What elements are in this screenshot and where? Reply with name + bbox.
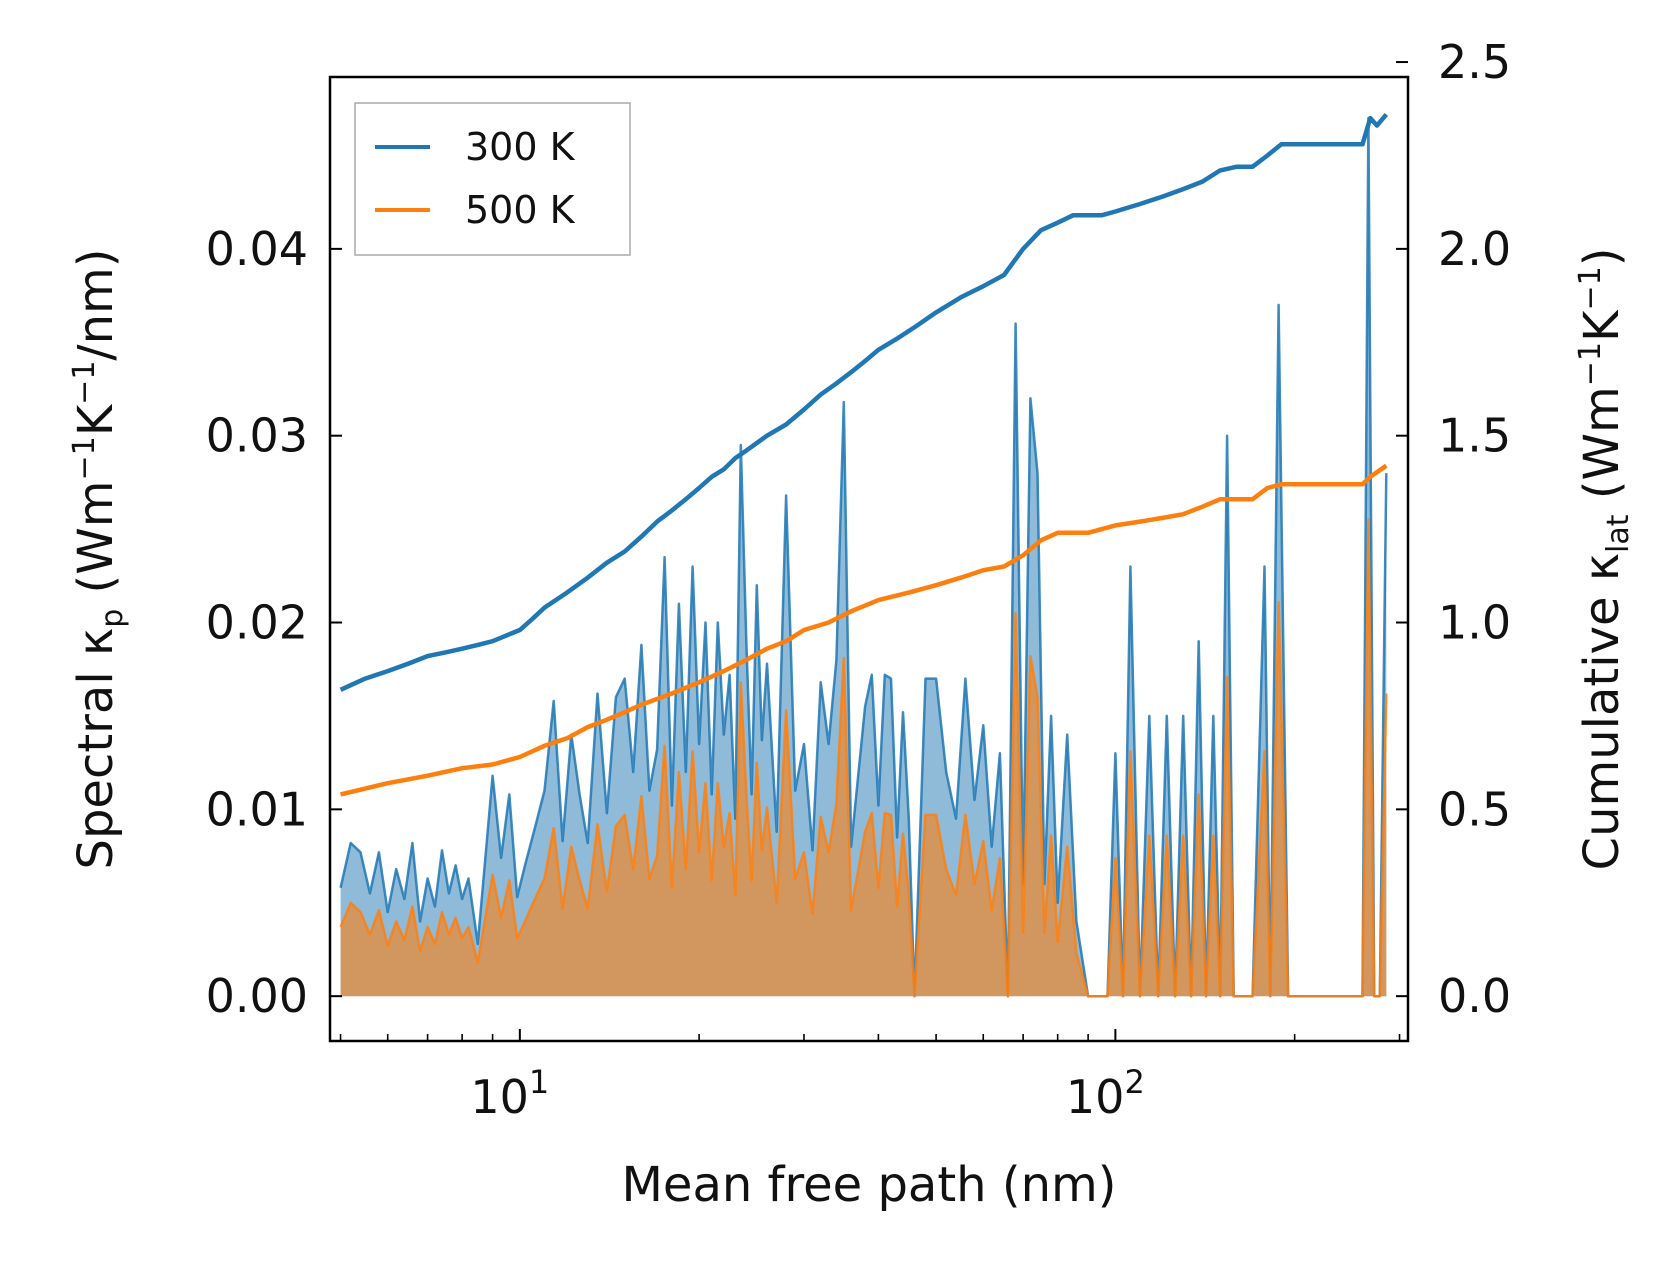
y-left-tick-label: 0.01 [206,782,308,836]
plot-clip-group [339,112,1389,998]
x-tick-base: 10 [470,1070,529,1124]
y-right-tick-label: 0.5 [1438,782,1511,836]
y-left-axis-title: Spectral κp (Wm−1K−1/nm) [67,249,130,870]
x-tick-exponent: 2 [1124,1063,1144,1101]
legend-box [354,102,631,256]
y-right-title-exp2: −1 [1573,266,1608,310]
y-right-tick-label: 1.5 [1438,409,1511,463]
x-tick-label: 102 [1066,1063,1145,1124]
legend-label-500k: 500 K [465,188,576,232]
y-left-title-subscript: p [95,609,130,628]
y-left-tick-label: 0.00 [206,969,308,1023]
legend-label-300k: 300 K [465,125,576,169]
y-left-title-mid: K [68,403,124,436]
y-right-title-exp1: −1 [1573,342,1608,386]
legend: 300 K 500 K [354,102,631,256]
y-left-title-unit-open: (Wm [68,481,124,609]
x-axis-title: Mean free path (nm) [622,1157,1117,1213]
cumulative-line-300k [339,112,1389,692]
y-left-tick-label: 0.02 [206,596,308,650]
y-right-title-unit-open: (Wm [1574,386,1630,514]
x-tick-exponent: 1 [529,1063,549,1101]
y-right-title-unit-close: ) [1574,248,1630,267]
y-right-tick-label: 2.5 [1438,35,1511,89]
axes: 0.00 0.01 0.02 0.03 0.04 0.0 0.5 1.0 1.5 2.0 2.5 10… [206,35,1512,1124]
plot-area [339,112,1389,998]
spectral-area-500k [340,519,1387,997]
y-right-title-prefix: Cumulative κ [1574,553,1630,871]
y-right-title-mid: K [1574,309,1630,342]
x-tick-base: 10 [1066,1070,1125,1124]
y-right-tick-label: 2.0 [1438,222,1511,276]
y-right-tick-label: 1.0 [1438,596,1511,650]
y-left-tick-label: 0.04 [206,222,308,276]
spectral-line-500k [339,518,1388,998]
plot-frame [328,75,1410,1043]
spectral-area-300k [340,118,1387,997]
axis-titles: Mean free path (nm) Spectral κp (Wm−1K−1… [67,248,1636,1213]
spectral-line-300k [339,116,1388,998]
y-left-tick-label: 0.03 [206,409,308,463]
x-tick-label: 101 [470,1063,549,1124]
y-right-title-subscript: lat [1601,514,1636,553]
y-left-title-unit-close: /nm) [68,249,124,361]
cumulative-line-500k [340,463,1388,797]
y-left-title-prefix: Spectral κ [68,628,124,870]
y-left-title-exp1: −1 [67,436,102,480]
y-right-axis-title: Cumulative κlat (Wm−1K−1) [1573,248,1636,871]
y-right-tick-label: 0.0 [1438,969,1511,1023]
y-left-title-exp2: −1 [67,361,102,405]
